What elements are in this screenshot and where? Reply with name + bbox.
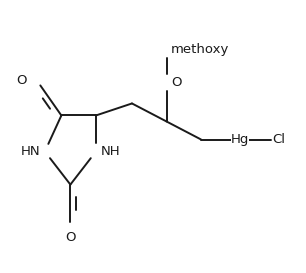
Text: O: O (171, 76, 181, 89)
Text: O: O (16, 75, 27, 87)
Text: methoxy: methoxy (171, 43, 230, 56)
Text: HN: HN (21, 145, 40, 158)
Text: NH: NH (100, 145, 120, 158)
Text: O: O (65, 231, 76, 244)
Text: Hg: Hg (231, 133, 249, 146)
Text: Cl: Cl (273, 133, 286, 146)
